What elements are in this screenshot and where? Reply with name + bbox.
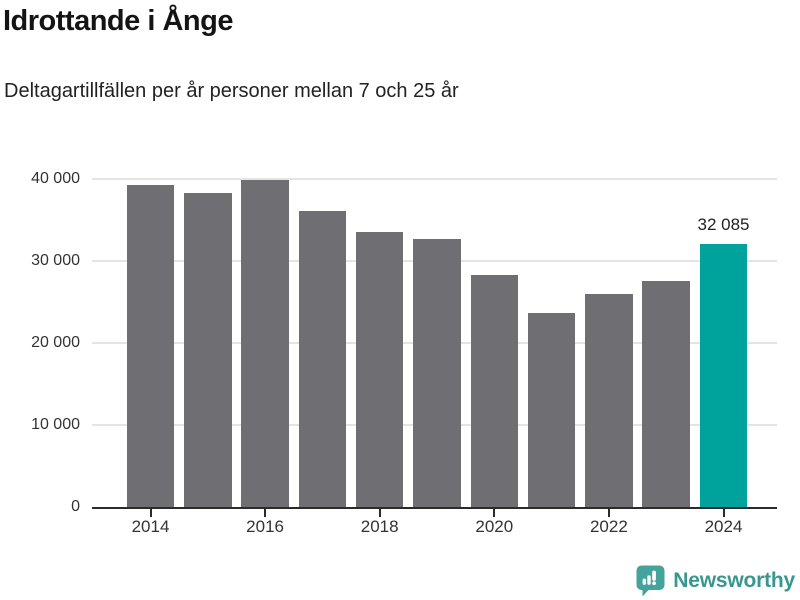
x-tick-label-2016: 2016 — [246, 517, 284, 536]
x-axis-line — [92, 507, 777, 509]
x-tick-mark-2022 — [607, 509, 610, 517]
x-tick-mark-2020 — [493, 509, 496, 517]
bar-2019 — [413, 238, 461, 507]
x-tick-label-2014: 2014 — [131, 517, 170, 536]
x-tick-label-2022: 2022 — [589, 517, 628, 536]
x-tick-label-2020: 2020 — [475, 517, 514, 536]
bar-2020 — [470, 274, 519, 507]
newsworthy-wordmark: Newsworthy — [673, 569, 795, 592]
x-tick-mark-2016 — [264, 509, 267, 517]
highlight-value-label: 32 085 — [697, 214, 750, 234]
chart-title: Idrottande i Ånge — [3, 5, 233, 37]
y-tick-label-10000: 10 000 — [31, 416, 80, 433]
gridline-40000 — [92, 178, 777, 180]
y-tick-label-40000: 40 000 — [31, 170, 80, 187]
x-tick-mark-2018 — [378, 509, 381, 517]
x-tick-mark-2024 — [722, 509, 725, 517]
bar-2015 — [184, 192, 232, 507]
bar-2016 — [241, 179, 289, 507]
bar-2014 — [126, 184, 175, 507]
x-tick-label-2024: 2024 — [704, 517, 743, 536]
bar-2022 — [585, 293, 633, 507]
bar-2018 — [355, 232, 404, 507]
chart-subtitle: Deltagartillfällen per år personer mella… — [4, 80, 459, 102]
y-tick-label-30000: 30 000 — [31, 252, 80, 269]
bar-2021 — [527, 312, 576, 507]
bar-2017 — [298, 210, 347, 507]
x-tick-label-2018: 2018 — [360, 517, 399, 536]
bar-2023 — [642, 280, 690, 507]
newsworthy-icon — [636, 565, 665, 597]
x-tick-mark-2014 — [149, 509, 152, 517]
y-tick-label-20000: 20 000 — [31, 334, 80, 351]
bar-chart-plot-area — [92, 178, 777, 507]
bar-2024 — [699, 243, 748, 507]
y-tick-label-0: 0 — [71, 498, 80, 515]
newsworthy-logo: Newsworthy — [635, 564, 795, 598]
